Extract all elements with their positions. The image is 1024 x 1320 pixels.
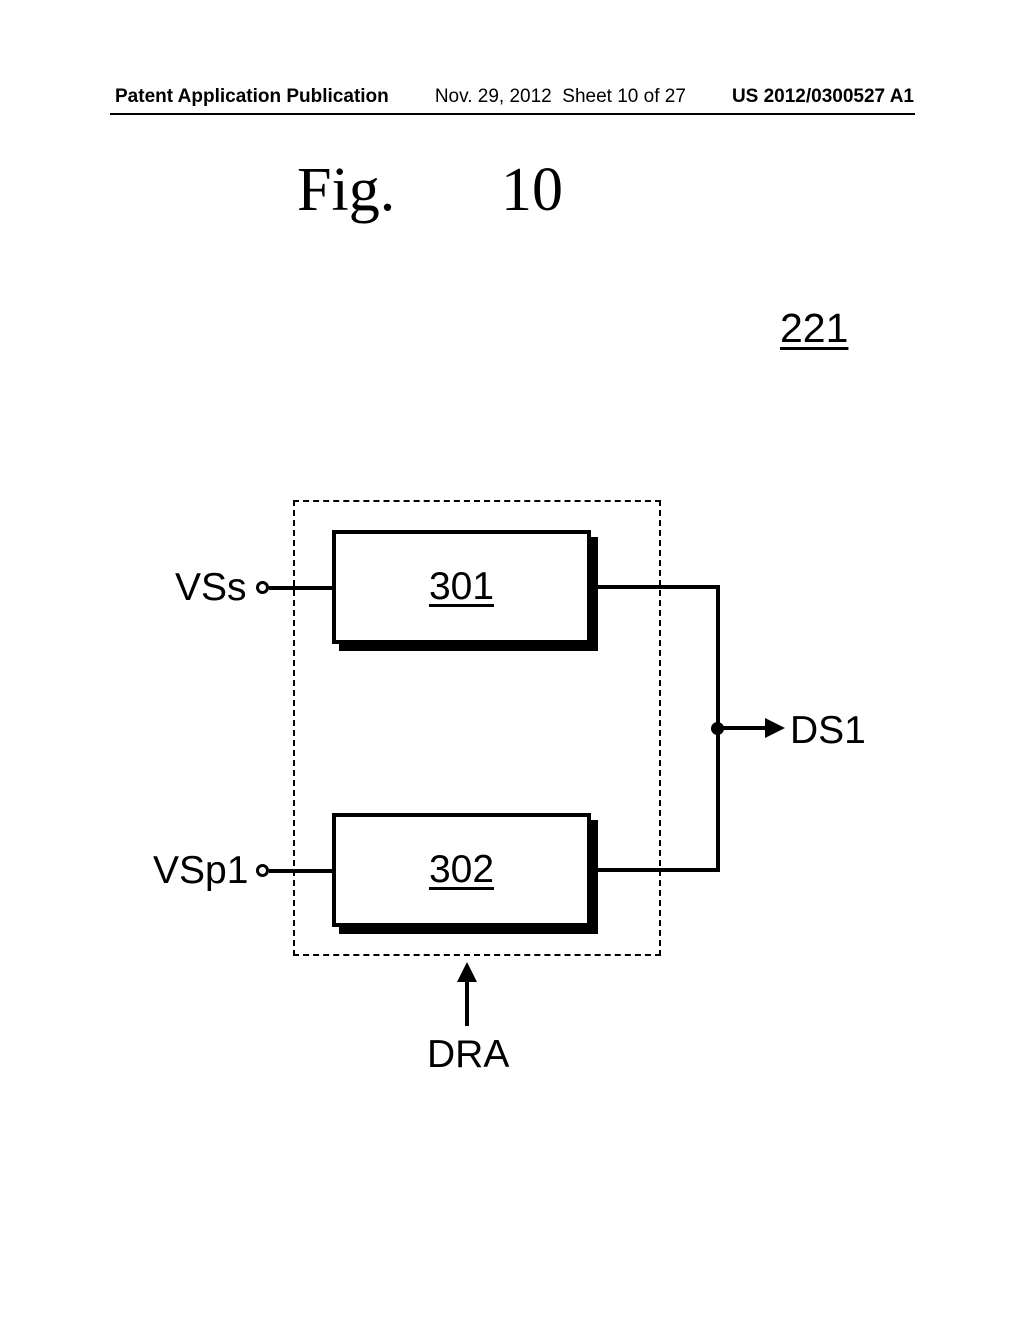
block-302: 302 [332, 813, 591, 927]
dra-label: DRA [427, 1033, 509, 1077]
wire-301-out-h [591, 585, 720, 589]
wire-to-ds1 [720, 726, 768, 730]
figure-title-prefix: Fig. [297, 155, 395, 226]
input-vss-terminal [256, 581, 269, 594]
arrow-ds1 [765, 718, 785, 738]
reference-221: 221 [780, 305, 848, 352]
wire-vss-to-301 [269, 586, 332, 590]
header-date: Nov. 29, 2012 [435, 86, 552, 107]
output-ds1-label: DS1 [790, 709, 866, 753]
input-vsp1-label: VSp1 [153, 849, 248, 893]
wire-dra-vertical [465, 980, 469, 1026]
input-vss-label: VSs [175, 566, 247, 610]
header-center: Nov. 29, 2012 Sheet 10 of 27 [435, 86, 686, 108]
patent-header: Patent Application Publication Nov. 29, … [0, 86, 1024, 108]
header-sheet: Sheet 10 of 27 [562, 86, 686, 107]
wire-302-out-h [591, 868, 720, 872]
figure-title-number: 10 [501, 155, 563, 226]
input-vsp1-terminal [256, 864, 269, 877]
header-divider [110, 113, 915, 115]
block-301: 301 [332, 530, 591, 644]
block-301-label: 301 [429, 565, 494, 609]
header-right: US 2012/0300527 A1 [732, 86, 914, 108]
wire-vsp1-to-302 [269, 869, 332, 873]
header-left: Patent Application Publication [115, 86, 389, 108]
arrow-dra [457, 962, 477, 982]
block-302-label: 302 [429, 848, 494, 892]
